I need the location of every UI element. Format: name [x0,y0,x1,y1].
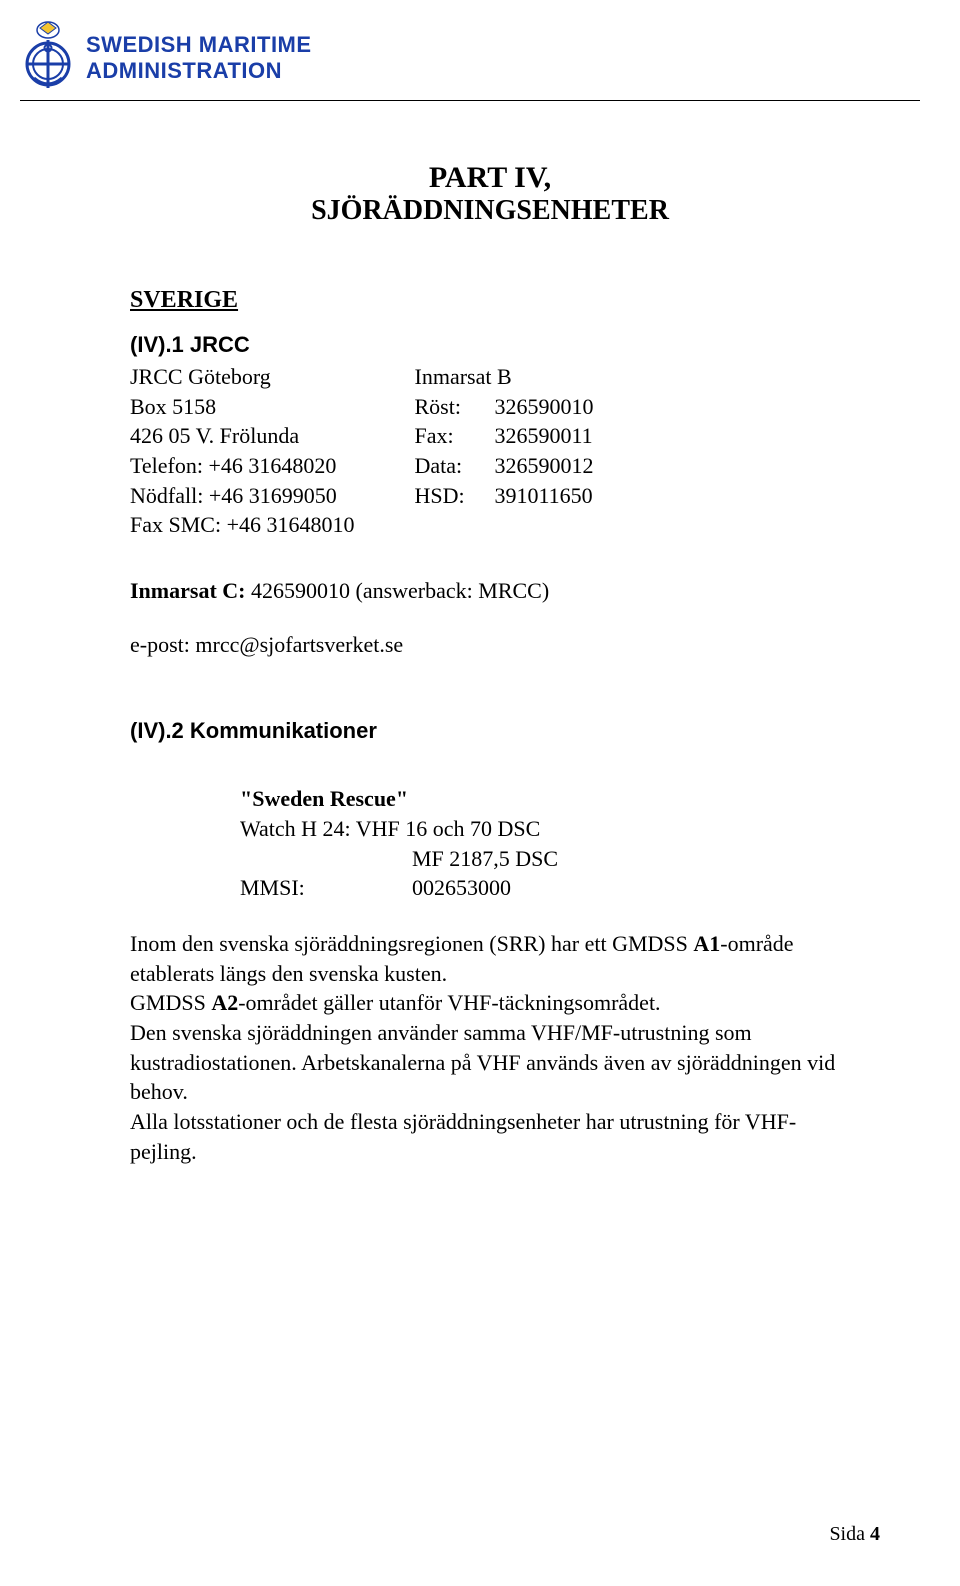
swedish-maritime-logo [20,18,76,92]
contact-label: Fax: [415,421,495,451]
inmarsat-c-value: 426590010 (answerback: MRCC) [246,578,550,603]
page-header: SWEDISH MARITIME ADMINISTRATION [0,0,960,100]
jrcc-contact-block: JRCC Göteborg Box 5158 426 05 V. Frölund… [130,362,850,540]
title-subtitle: SJÖRÄDDNINGSENHETER [130,195,850,227]
addr-line: Box 5158 [130,392,355,422]
contact-row: Data: 326590012 [415,451,594,481]
page-footer: Sida 4 [829,1523,880,1546]
inmarsat-c-label: Inmarsat C: [130,578,246,603]
watch-line: Watch H 24: VHF 16 och 70 DSC [240,814,850,844]
title-part: PART IV, [130,161,850,195]
mmsi-label: MMSI: [240,873,412,903]
addr-line: Telefon: +46 31648020 [130,451,355,481]
email-line: e-post: mrcc@sjofartsverket.se [130,632,850,658]
page-number: 4 [870,1523,880,1545]
addr-line: 426 05 V. Frölunda [130,421,355,451]
addr-line: Fax SMC: +46 31648010 [130,510,355,540]
document-title: PART IV, SJÖRÄDDNINGSENHETER [130,161,850,227]
page-label: Sida [829,1523,870,1545]
org-name-line2: ADMINISTRATION [86,58,312,84]
contact-value: 326590011 [495,421,593,451]
jrcc-heading: (IV).1 JRCC [130,332,850,358]
inmarsat-c-line: Inmarsat C: 426590010 (answerback: MRCC) [130,578,850,604]
contact-label: Data: [415,451,495,481]
contact-row: HSD: 391011650 [415,481,594,511]
contact-row: Röst: 326590010 [415,392,594,422]
rescue-block: "Sweden Rescue" Watch H 24: VHF 16 och 7… [240,784,850,903]
section-country: SVERIGE [130,287,850,314]
addr-line: Nödfall: +46 31699050 [130,481,355,511]
contact-value: 326590012 [495,451,594,481]
document-content: PART IV, SJÖRÄDDNINGSENHETER SVERIGE (IV… [0,101,960,1166]
addr-line: JRCC Göteborg [130,362,355,392]
mf-line: MF 2187,5 DSC [412,844,850,874]
contact-value: 326590010 [495,392,594,422]
jrcc-inmarsat-b: Inmarsat B Röst: 326590010 Fax: 32659001… [415,362,594,540]
callsign: "Sweden Rescue" [240,784,850,814]
gmdss-area-bold: A1 [693,931,720,956]
inmarsat-b-label: Inmarsat B [415,362,594,392]
org-name-line1: SWEDISH MARITIME [86,32,312,58]
contact-value: 391011650 [495,481,593,511]
komm-paragraph: Inom den svenska sjöräddningsregionen (S… [130,929,850,1167]
jrcc-address: JRCC Göteborg Box 5158 426 05 V. Frölund… [130,362,355,540]
gmdss-area-bold: A2 [211,990,238,1015]
mmsi-row: MMSI: 002653000 [240,873,850,903]
contact-label: HSD: [415,481,495,511]
contact-label: Röst: [415,392,495,422]
org-name: SWEDISH MARITIME ADMINISTRATION [86,18,312,85]
contact-row: Fax: 326590011 [415,421,594,451]
komm-heading: (IV).2 Kommunikationer [130,718,850,744]
mmsi-value: 002653000 [412,873,511,903]
